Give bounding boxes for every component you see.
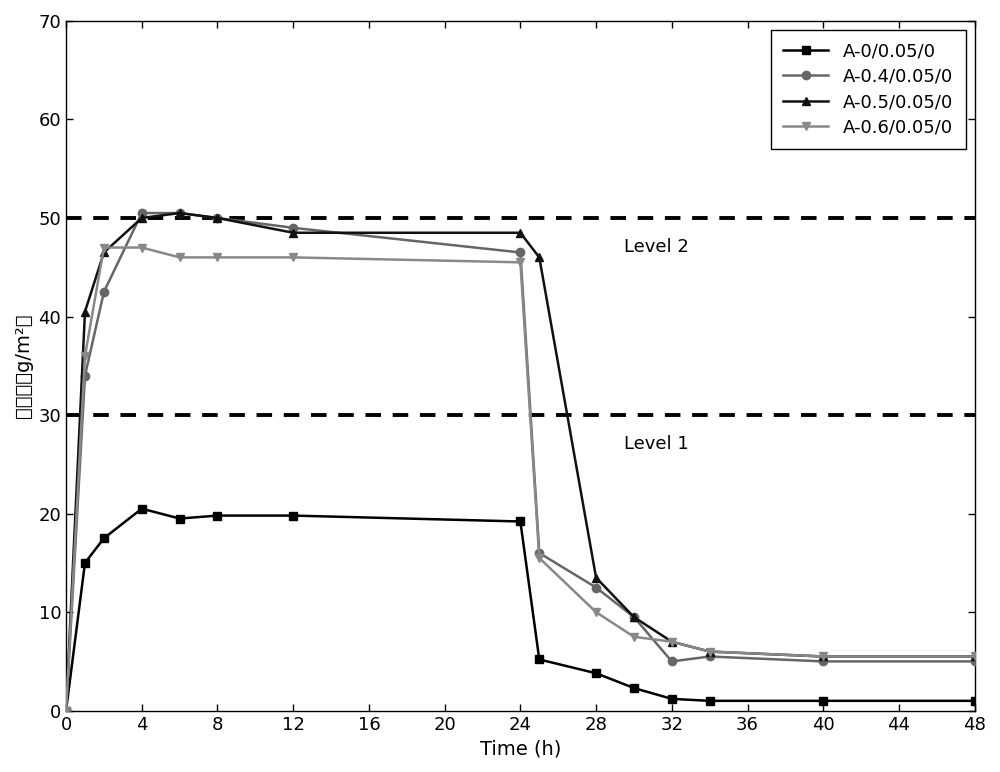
A-0.6/0.05/0 <box>969 652 981 661</box>
A-0.5/0.05/0 <box>969 652 981 661</box>
A-0.6/0.05/0 <box>817 652 829 661</box>
A-0/0.05/0 <box>704 696 716 706</box>
A-0.4/0.05/0 <box>704 652 716 661</box>
Line: A-0.4/0.05/0: A-0.4/0.05/0 <box>62 209 979 715</box>
A-0/0.05/0 <box>514 517 526 527</box>
A-0.5/0.05/0 <box>174 208 186 218</box>
A-0.5/0.05/0 <box>666 637 678 646</box>
A-0/0.05/0 <box>533 655 545 664</box>
A-0/0.05/0 <box>666 694 678 703</box>
Text: Level 2: Level 2 <box>624 238 689 256</box>
A-0.6/0.05/0 <box>533 554 545 563</box>
Text: Level 1: Level 1 <box>624 435 689 452</box>
A-0.6/0.05/0 <box>211 252 223 262</box>
A-0.6/0.05/0 <box>98 243 110 252</box>
A-0/0.05/0 <box>174 514 186 523</box>
Line: A-0/0.05/0: A-0/0.05/0 <box>62 505 979 715</box>
Line: A-0.6/0.05/0: A-0.6/0.05/0 <box>62 243 979 715</box>
A-0/0.05/0 <box>969 696 981 706</box>
Y-axis label: 吸湿值（g/m²）: 吸湿值（g/m²） <box>14 313 33 418</box>
Line: A-0.5/0.05/0: A-0.5/0.05/0 <box>62 209 979 715</box>
A-0.5/0.05/0 <box>98 248 110 257</box>
A-0.6/0.05/0 <box>174 252 186 262</box>
A-0.4/0.05/0 <box>60 706 72 716</box>
A-0.5/0.05/0 <box>287 228 299 237</box>
A-0.6/0.05/0 <box>666 637 678 646</box>
A-0.5/0.05/0 <box>136 213 148 222</box>
A-0/0.05/0 <box>136 504 148 513</box>
A-0.4/0.05/0 <box>590 583 602 592</box>
A-0.4/0.05/0 <box>98 287 110 296</box>
A-0.6/0.05/0 <box>136 243 148 252</box>
A-0.5/0.05/0 <box>590 573 602 582</box>
A-0.4/0.05/0 <box>969 657 981 666</box>
A-0.5/0.05/0 <box>628 612 640 621</box>
A-0.6/0.05/0 <box>590 608 602 617</box>
A-0.6/0.05/0 <box>628 632 640 642</box>
A-0/0.05/0 <box>79 558 91 567</box>
A-0.5/0.05/0 <box>817 652 829 661</box>
A-0.4/0.05/0 <box>533 548 545 557</box>
A-0.4/0.05/0 <box>287 223 299 232</box>
Legend: A-0/0.05/0, A-0.4/0.05/0, A-0.5/0.05/0, A-0.6/0.05/0: A-0/0.05/0, A-0.4/0.05/0, A-0.5/0.05/0, … <box>771 30 966 149</box>
A-0/0.05/0 <box>590 669 602 678</box>
A-0.5/0.05/0 <box>60 706 72 716</box>
A-0.6/0.05/0 <box>60 706 72 716</box>
A-0.5/0.05/0 <box>211 213 223 222</box>
A-0.4/0.05/0 <box>79 371 91 381</box>
A-0/0.05/0 <box>98 533 110 543</box>
A-0/0.05/0 <box>287 511 299 520</box>
A-0.6/0.05/0 <box>514 258 526 267</box>
A-0.5/0.05/0 <box>514 228 526 237</box>
A-0.4/0.05/0 <box>666 657 678 666</box>
A-0.4/0.05/0 <box>136 208 148 218</box>
A-0.6/0.05/0 <box>704 647 716 656</box>
A-0/0.05/0 <box>211 511 223 520</box>
A-0.4/0.05/0 <box>628 612 640 621</box>
X-axis label: Time (h): Time (h) <box>480 739 561 758</box>
A-0/0.05/0 <box>628 683 640 692</box>
A-0.6/0.05/0 <box>79 351 91 361</box>
A-0/0.05/0 <box>817 696 829 706</box>
A-0/0.05/0 <box>60 706 72 716</box>
A-0.4/0.05/0 <box>514 248 526 257</box>
A-0.4/0.05/0 <box>817 657 829 666</box>
A-0.4/0.05/0 <box>174 208 186 218</box>
A-0.5/0.05/0 <box>704 647 716 656</box>
A-0.4/0.05/0 <box>211 213 223 222</box>
A-0.6/0.05/0 <box>287 252 299 262</box>
A-0.5/0.05/0 <box>79 307 91 317</box>
A-0.5/0.05/0 <box>533 252 545 262</box>
